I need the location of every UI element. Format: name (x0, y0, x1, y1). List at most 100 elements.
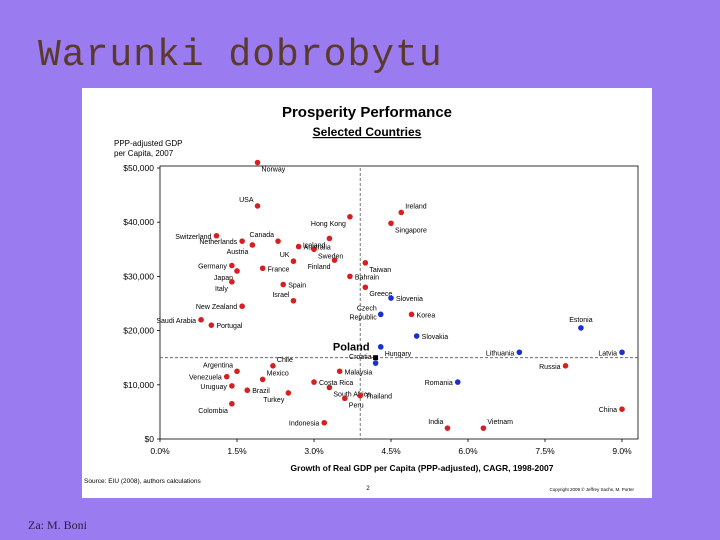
point-romania (454, 379, 461, 385)
copyright-note: Copyright 2009 © Jeffrey Sachs, M. Porte… (549, 486, 634, 492)
label-poland: Poland (333, 342, 370, 354)
label-new-zealand: New Zealand (196, 304, 237, 311)
point-iceland (326, 235, 333, 242)
point-austria (249, 242, 256, 248)
chart-title: Prosperity Performance (282, 104, 452, 121)
label-brazil: Brazil (252, 388, 270, 395)
point-germany (229, 262, 235, 269)
point-italy (229, 279, 235, 285)
label-italy: Italy (215, 286, 228, 293)
prosperity-scatter-chart: Prosperity Performance Selected Countrie… (84, 104, 639, 492)
label-czech-republic: Czech (357, 305, 377, 312)
source-note: Source: EIU (2008), authors calculations (84, 478, 201, 485)
label-vietnam: Vietnam (487, 419, 513, 426)
label-norway: Norway (262, 167, 286, 174)
x-axis-label: Growth of Real GDP per Capita (PPP-adjus… (291, 463, 554, 473)
point-sweden (311, 246, 317, 253)
point-israel (290, 297, 297, 304)
label-argentina: Argentina (203, 362, 233, 369)
label-singapore: Singapore (395, 227, 427, 234)
point-spain (280, 281, 286, 288)
label-costa-rica: Costa Rica (319, 380, 353, 387)
label-slovakia: Slovakia (422, 334, 449, 341)
y-tick-label: $40,000 (123, 217, 154, 227)
label-peru: Peru (349, 402, 364, 409)
y-axis-label-line1: PPP-adjusted GDP (114, 139, 182, 148)
x-tick-label: 1.5% (227, 446, 247, 456)
point-france (259, 265, 266, 272)
point-peru (342, 395, 348, 402)
x-tick-label: 7.5% (535, 446, 555, 456)
point-korea (408, 311, 415, 318)
y-tick-label: $10,000 (123, 380, 154, 390)
x-tick-label: 9.0% (612, 446, 632, 456)
point-saudi-arabia (198, 316, 204, 323)
plot-frame (159, 165, 639, 440)
x-tick-label: 4.5% (381, 446, 401, 456)
point-usa (254, 203, 261, 209)
point-mexico (259, 376, 266, 383)
label-portugal: Portugal (216, 323, 243, 330)
label-switzerland: Switzerland (175, 234, 211, 241)
label-south-africa: South Africa (333, 392, 371, 399)
label-hong-kong: Hong Kong (311, 221, 346, 228)
label-latvia: Latvia (598, 350, 617, 357)
point-turkey (285, 390, 292, 396)
y-axis-label-line2: per Capita, 2007 (114, 149, 174, 158)
point-thailand (357, 392, 364, 399)
page-number: 2 (366, 486, 370, 492)
label-estonia: Estonia (569, 317, 592, 324)
point-new-zealand (239, 303, 245, 310)
point-hong-kong (347, 213, 353, 220)
y-tick-label: $0 (145, 434, 155, 444)
label-hungary: Hungary (385, 351, 412, 358)
point-venezuela (223, 373, 230, 380)
point-finland (331, 257, 338, 263)
point-bahrain (347, 273, 353, 280)
label-russia: Russia (539, 364, 561, 371)
point-malaysia (336, 368, 343, 375)
label-saudi-arabia: Saudi Arabia (156, 318, 196, 325)
label-uk: UK (280, 252, 290, 259)
y-tick-label: $50,000 (123, 163, 154, 173)
x-axis-ticks: 0.0% 1.5% 3.0% 4.5% 6.0% 7.5% 9.0% (150, 439, 632, 456)
point-singapore (388, 220, 394, 227)
point-poland (373, 355, 379, 361)
point-ireland (398, 209, 405, 216)
point-argentina (234, 368, 240, 375)
point-uruguay (229, 383, 235, 389)
label-sweden: Sweden (318, 253, 343, 260)
label-thailand: Thailand (365, 394, 392, 401)
label-mexico: Mexico (267, 370, 289, 377)
label-turkey: Turkey (263, 397, 285, 404)
label-ireland: Ireland (405, 203, 427, 210)
point-estonia (578, 325, 584, 331)
label-spain: Spain (288, 283, 306, 290)
y-tick-label: $30,000 (123, 271, 154, 281)
label-romania: Romania (425, 380, 453, 387)
point-brazil (244, 387, 251, 394)
point-lithuania (516, 349, 523, 356)
chart-panel: Prosperity Performance Selected Countrie… (82, 88, 652, 498)
slide-credit: Za: M. Boni (28, 518, 87, 532)
point-south-africa (326, 384, 333, 391)
label-lithuania: Lithuania (486, 350, 515, 357)
label-taiwan: Taiwan (369, 267, 391, 274)
point-croatia (372, 360, 379, 366)
point-colombia (229, 400, 235, 407)
label-bahrain: Bahrain (355, 274, 379, 281)
label-japan: Japan (214, 275, 233, 282)
label-india: India (428, 419, 443, 426)
point-hungary (377, 344, 384, 350)
point-portugal (208, 322, 215, 328)
point-greece (362, 284, 369, 291)
chart-subtitle: Selected Countries (313, 125, 422, 139)
label-canada: Canada (250, 232, 275, 239)
label-israel: Israel (272, 292, 290, 299)
label-austria: Austria (227, 249, 249, 256)
label-colombia: Colombia (198, 408, 228, 415)
y-axis-ticks: $0 $10,000 $20,000 $30,000 $40,000 $50,000 (123, 163, 160, 444)
label-korea: Korea (417, 312, 436, 319)
label-france: France (268, 266, 290, 273)
